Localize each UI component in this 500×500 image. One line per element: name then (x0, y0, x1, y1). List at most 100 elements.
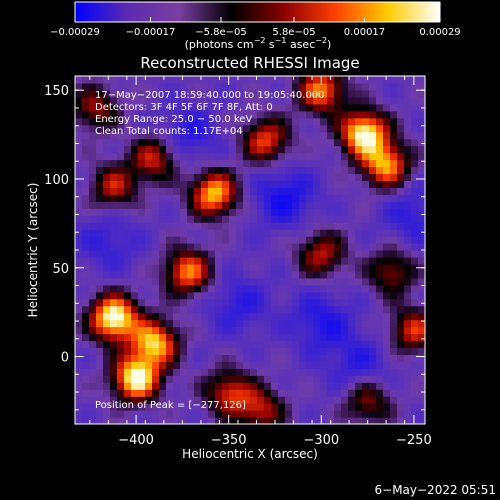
heatmap-cell (334, 138, 342, 147)
heatmap-cell (411, 166, 419, 175)
heatmap-cell (236, 291, 244, 300)
heatmap-cell (411, 173, 419, 181)
heatmap-cell (152, 215, 160, 223)
heatmap-cell (110, 305, 118, 314)
heatmap-cell (348, 96, 356, 105)
heatmap-cell (369, 298, 377, 307)
heatmap-cell (173, 103, 181, 112)
heatmap-cell (334, 354, 342, 362)
heatmap-cell (299, 243, 307, 251)
heatmap-cell (124, 159, 132, 168)
heatmap-cell (124, 236, 132, 244)
heatmap-cell (194, 298, 202, 307)
heatmap-cell (110, 354, 118, 362)
heatmap-cell (369, 375, 377, 383)
heatmap-cell (362, 117, 370, 126)
heatmap-cell (327, 361, 335, 369)
heatmap-cell (397, 312, 405, 321)
heatmap-cell (131, 291, 139, 300)
heatmap-cell (355, 103, 363, 112)
heatmap-cell (145, 215, 153, 223)
heatmap-cell (355, 270, 363, 279)
heatmap-cell (124, 229, 132, 237)
heatmap-cell (131, 82, 139, 91)
heatmap-cell (376, 410, 384, 418)
heatmap-cell (334, 110, 342, 119)
heatmap-cell (355, 347, 363, 355)
heatmap-cell (369, 222, 377, 230)
heatmap-cell (229, 229, 237, 237)
heatmap-cell (306, 347, 314, 355)
heatmap-cell (250, 166, 258, 175)
heatmap-cell (82, 375, 90, 383)
heatmap-cell (152, 312, 160, 321)
heatmap-cell (159, 159, 167, 168)
heatmap-cell (418, 187, 425, 195)
heatmap-cell (201, 187, 209, 195)
heatmap-cell (215, 291, 223, 300)
heatmap-cell (341, 263, 349, 272)
heatmap-cell (299, 333, 307, 342)
heatmap-cell (369, 263, 377, 272)
heatmap-cell (257, 368, 265, 376)
heatmap-cell (369, 277, 377, 286)
heatmap-cell (166, 82, 174, 91)
heatmap-cell (243, 354, 251, 362)
heatmap-cell (138, 347, 146, 355)
heatmap-cell (334, 347, 342, 355)
heatmap-cell (117, 82, 125, 91)
heatmap-cell (376, 284, 384, 293)
heatmap-cell (103, 354, 111, 362)
heatmap-cell (278, 375, 286, 383)
heatmap-cell (110, 347, 118, 355)
heatmap-cell (404, 284, 412, 293)
heatmap-cell (271, 312, 279, 321)
heatmap-cell (117, 291, 125, 300)
y-tick-label: 0 (61, 351, 69, 366)
heatmap-cell (187, 76, 195, 84)
heatmap-cell (348, 243, 356, 251)
heatmap-cell (418, 96, 425, 105)
heatmap-cell (418, 229, 425, 237)
heatmap-cell (250, 173, 258, 181)
heatmap-cell (320, 347, 328, 355)
heatmap-cell (299, 201, 307, 209)
heatmap-cell (187, 389, 195, 397)
heatmap-cell (250, 250, 258, 258)
heatmap-cell (264, 110, 272, 119)
heatmap-cell (383, 284, 391, 293)
heatmap-cell (257, 152, 265, 161)
heatmap-cell (285, 250, 293, 258)
heatmap-cell (103, 410, 111, 418)
heatmap-cell (180, 277, 188, 286)
heatmap-cell (180, 396, 188, 404)
heatmap-cell (222, 270, 230, 279)
heatmap-cell (89, 243, 97, 251)
heatmap-cell (201, 222, 209, 230)
x-tick-label: −400 (118, 433, 154, 448)
heatmap-cell (215, 124, 223, 133)
heatmap-cell (404, 326, 412, 335)
heatmap-cell (348, 263, 356, 272)
heatmap-cell (369, 326, 377, 335)
heatmap-cell (292, 291, 300, 300)
heatmap-cell (376, 333, 384, 342)
heatmap-cell (243, 89, 251, 98)
heatmap-cell (285, 298, 293, 307)
heatmap-cell (138, 333, 146, 342)
heatmap-cell (194, 354, 202, 362)
heatmap-cell (138, 180, 146, 188)
heatmap-cell (201, 263, 209, 272)
heatmap-cell (243, 256, 251, 265)
heatmap-cell (348, 145, 356, 154)
heatmap-cell (271, 236, 279, 244)
heatmap-cell (404, 222, 412, 230)
heatmap-cell (383, 229, 391, 237)
heatmap-cell (103, 305, 111, 314)
heatmap-cell (320, 368, 328, 376)
heatmap-cell (348, 124, 356, 133)
heatmap-cell (271, 368, 279, 376)
heatmap-cell (180, 110, 188, 119)
heatmap-cell (236, 319, 244, 328)
heatmap-cell (418, 159, 425, 168)
